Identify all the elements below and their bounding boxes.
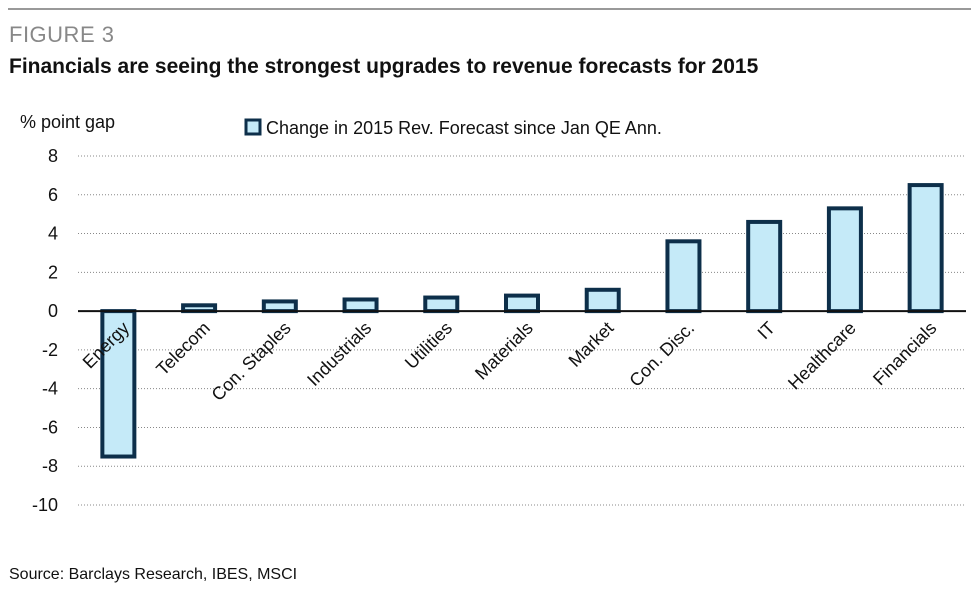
- x-category-label: Utilities: [401, 318, 456, 373]
- y-tick-label: 0: [48, 301, 58, 321]
- bar-market: [584, 287, 621, 314]
- bar-con-disc: [665, 239, 702, 314]
- x-category-label: Industrials: [303, 318, 375, 390]
- y-tick-label: 8: [48, 146, 58, 166]
- bar-healthcare: [826, 206, 863, 314]
- y-tick-label: 4: [48, 224, 58, 244]
- source-note: Source: Barclays Research, IBES, MSCI: [9, 566, 298, 583]
- x-category-label: Materials: [471, 318, 537, 384]
- y-tick-label: -6: [42, 417, 58, 437]
- top-rule: [8, 8, 971, 10]
- bar-energy: [100, 309, 137, 459]
- y-axis-label: % point gap: [20, 112, 115, 132]
- y-tick-label: 6: [48, 185, 58, 205]
- x-category-label: Con. Staples: [208, 318, 295, 405]
- x-category-label: Telecom: [152, 318, 214, 380]
- bar-it: [746, 219, 783, 314]
- y-tick-label: -10: [32, 495, 58, 515]
- legend: Change in 2015 Rev. Forecast since Jan Q…: [244, 118, 662, 138]
- x-category-label: Financials: [869, 318, 940, 389]
- x-category-label: IT: [754, 318, 779, 343]
- y-tick-label: 2: [48, 262, 58, 282]
- bar-financials: [907, 183, 944, 314]
- figure-number: FIGURE 3: [9, 22, 115, 47]
- bar-utilities: [423, 295, 460, 314]
- x-category-label: Healthcare: [784, 318, 860, 394]
- x-category-label: Market: [565, 318, 618, 371]
- bar-materials: [504, 293, 540, 314]
- y-tick-label: -2: [42, 340, 58, 360]
- legend-label: Change in 2015 Rev. Forecast since Jan Q…: [266, 118, 662, 138]
- gridlines: [78, 155, 966, 506]
- x-category-label: Con. Disc.: [625, 318, 698, 391]
- y-axis-ticks: 8 6 4 2 0 -2 -4 -6 -8 -10: [32, 146, 58, 515]
- y-tick-label: -4: [42, 379, 58, 399]
- y-tick-label: -8: [42, 456, 58, 476]
- bar-industrials: [342, 297, 379, 314]
- bar-con-staples: [261, 299, 298, 314]
- legend-swatch: [244, 118, 262, 136]
- chart-title: Financials are seeing the strongest upgr…: [9, 55, 759, 78]
- bar-chart: % point gap Change in 2015 Rev. Forecast…: [20, 112, 966, 515]
